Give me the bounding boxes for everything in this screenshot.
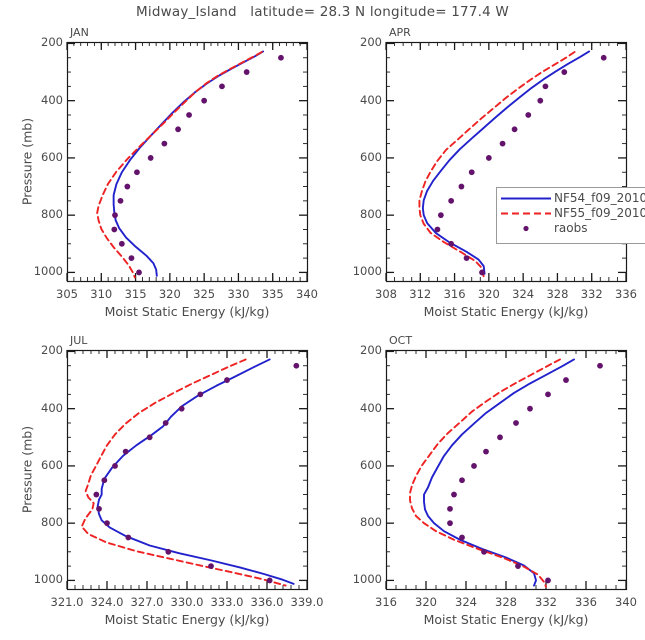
yaxis-title-jan: Pressure (mb) (19, 117, 35, 205)
ytick-label-jul-2: 600 (41, 457, 63, 472)
xtick-label-jul-4: 333.0 (210, 595, 244, 609)
xtick-label-apr-0: 308 (375, 287, 397, 301)
legend-label-nf54: NF54_f09_2010 (554, 191, 645, 205)
ytick-label-apr-0: 200 (360, 35, 382, 50)
legend-row-nf55: NF55_f09_2010 (497, 206, 645, 221)
ytick-label-jan-0: 200 (41, 35, 63, 50)
xaxis-title-apr: Moist Static Energy (kJ/kg) (423, 304, 589, 319)
series-markers-apr (434, 54, 607, 276)
series-line-nf54-jul (96, 358, 295, 585)
xtick-label-oct-6: 340 (615, 595, 637, 609)
ytick-label-apr-4: 1000 (352, 264, 382, 279)
xtick-label-jan-3: 320 (158, 287, 181, 301)
series-line-nf54-oct (423, 358, 575, 587)
xtick-label-jan-7: 340 (296, 287, 318, 301)
yaxis-title-jul: Pressure (mb) (19, 425, 35, 513)
legend-label-nf55: NF55_f09_2010 (554, 206, 645, 220)
ytick-label-apr-2: 600 (360, 149, 382, 164)
xaxis-title-oct: Moist Static Energy (kJ/kg) (423, 612, 589, 627)
xtick-label-oct-5: 336 (575, 595, 597, 609)
xtick-label-jan-5: 330 (227, 287, 250, 301)
ytick-label-oct-3: 800 (360, 515, 382, 530)
ytick-label-jul-3: 800 (41, 515, 63, 530)
xtick-label-jan-2: 315 (124, 287, 147, 301)
plot-area-apr (385, 41, 628, 283)
xtick-label-jan-0: 305 (56, 287, 78, 301)
ytick-label-jul-4: 1000 (33, 572, 63, 587)
plot-area-oct (385, 349, 628, 591)
xtick-label-jul-6: 339.0 (290, 595, 324, 609)
ytick-label-jan-1: 400 (41, 92, 63, 107)
panel-apr: APR 308 312 316 320 324 328 332 336 200 400 600 800 1… (346, 24, 645, 323)
ytick-label-jan-4: 1000 (33, 264, 63, 279)
panel-jul: JUL 321.0 324.0 327.0 330.0 333.0 336.0 339.0 20… (20, 332, 327, 631)
series-line-nf54-jan (112, 50, 265, 277)
legend: NF54_f09_2010 NF55_f09_2010 raobs (496, 187, 645, 244)
xtick-label-jul-5: 336.0 (250, 595, 284, 609)
xtick-label-apr-7: 336 (615, 287, 637, 301)
panel-oct: OCT 316 320 324 328 332 336 340 200 400 600 800 1000… (346, 332, 645, 631)
ytick-label-oct-4: 1000 (352, 572, 382, 587)
panel-jan: JAN 305 310 315 320 325 330 335 340 200 400 600 800 1… (20, 24, 327, 323)
ytick-label-jan-3: 800 (41, 207, 63, 222)
series-line-nf55-jan (96, 51, 263, 279)
xtick-label-jan-6: 335 (261, 287, 284, 301)
xtick-label-apr-1: 312 (409, 287, 432, 301)
xtick-label-oct-2: 324 (455, 595, 477, 609)
xtick-label-jan-1: 310 (90, 287, 113, 301)
ytick-label-jan-2: 600 (41, 149, 63, 164)
ytick-label-jul-0: 200 (41, 343, 63, 358)
series-line-nf54-apr (421, 50, 591, 275)
xtick-label-oct-1: 320 (415, 595, 437, 609)
series-markers-jan (111, 54, 284, 276)
legend-swatch-marker-dot (501, 221, 551, 236)
xtick-label-apr-2: 316 (443, 287, 466, 301)
legend-swatch-dashed-line (501, 206, 551, 221)
xtick-label-apr-5: 328 (546, 287, 569, 301)
series-line-nf55-jul (80, 358, 287, 587)
legend-row-nf54: NF54_f09_2010 (497, 191, 645, 206)
legend-label-raobs: raobs (554, 221, 588, 235)
xtick-label-oct-4: 332 (535, 595, 557, 609)
xaxis-title-jul: Moist Static Energy (kJ/kg) (104, 612, 270, 627)
series-line-nf55-oct (409, 358, 561, 588)
xtick-label-jul-1: 324.0 (90, 595, 124, 609)
legend-swatch-solid-line (501, 191, 551, 206)
plot-area-jan (66, 41, 309, 283)
xtick-label-jul-2: 327.0 (130, 595, 164, 609)
ytick-label-apr-1: 400 (360, 92, 382, 107)
figure-title: Midway_Island latitude= 28.3 N longitude… (136, 4, 509, 20)
series-markers-oct (447, 362, 603, 584)
xaxis-title-jan: Moist Static Energy (kJ/kg) (104, 304, 270, 319)
xtick-label-apr-4: 324 (512, 287, 535, 301)
xtick-label-oct-0: 316 (375, 595, 397, 609)
panel-label-jan: JAN (70, 26, 89, 39)
series-line-nf55-apr (418, 51, 576, 278)
xtick-label-jul-0: 321.0 (50, 595, 84, 609)
panel-label-oct: OCT (389, 334, 413, 347)
xtick-label-oct-3: 328 (495, 595, 517, 609)
plot-area-jul (66, 349, 309, 591)
series-markers-jul (93, 362, 300, 584)
ytick-label-oct-2: 600 (360, 457, 382, 472)
xtick-label-apr-3: 320 (477, 287, 500, 301)
xtick-label-jan-4: 325 (193, 287, 216, 301)
ytick-label-jul-1: 400 (41, 400, 63, 415)
ytick-label-oct-0: 200 (360, 343, 382, 358)
legend-row-raobs: raobs (497, 221, 645, 236)
xtick-label-jul-3: 330.0 (170, 595, 204, 609)
xtick-label-apr-6: 332 (580, 287, 603, 301)
ytick-label-apr-3: 800 (360, 207, 382, 222)
panel-label-apr: APR (389, 26, 411, 39)
ytick-label-oct-1: 400 (360, 400, 382, 415)
panel-label-jul: JUL (70, 334, 88, 347)
